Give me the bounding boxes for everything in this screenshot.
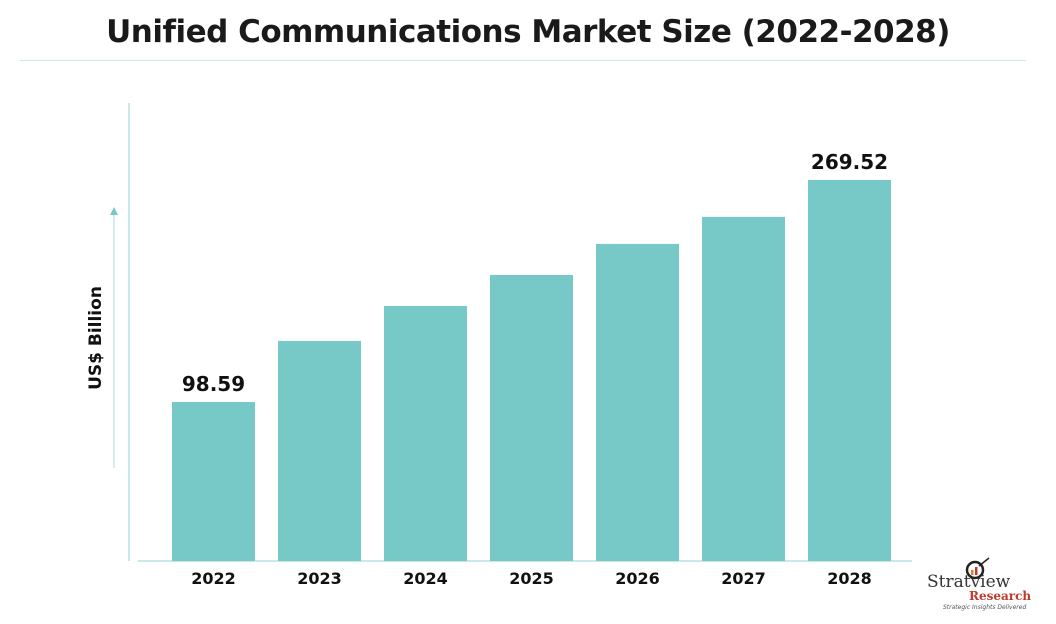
y-arrow-head [110, 207, 118, 215]
logo-name: Stratview [927, 572, 1011, 592]
bar-2023 [278, 340, 361, 561]
bar-2026 [596, 243, 679, 561]
magnifier-chart-icon [965, 557, 990, 580]
bar-2028 [808, 180, 891, 561]
stratview-logo: Stratview Research Strategic Insights De… [925, 556, 1035, 616]
data-label: 269.52 [811, 150, 888, 174]
x-tick-label: 2026 [615, 569, 660, 588]
bar-2024 [384, 306, 467, 561]
x-tick-label: 2027 [721, 569, 766, 588]
x-tick-label: 2024 [403, 569, 448, 588]
bar-2025 [490, 274, 573, 561]
data-label: 98.59 [182, 372, 245, 396]
logo-sub: Research [969, 589, 1032, 603]
logo-tagline: Strategic Insights Delivered [943, 604, 1027, 611]
chart-title: Unified Communications Market Size (2022… [106, 14, 950, 50]
x-tick-label: 2025 [509, 569, 554, 588]
x-tick-label: 2023 [297, 569, 342, 588]
x-tick-label: 2028 [827, 569, 872, 588]
title-divider [20, 60, 1026, 61]
x-tick-label: 2022 [191, 569, 236, 588]
bar-2027 [702, 216, 785, 561]
bar-2022 [172, 402, 255, 561]
